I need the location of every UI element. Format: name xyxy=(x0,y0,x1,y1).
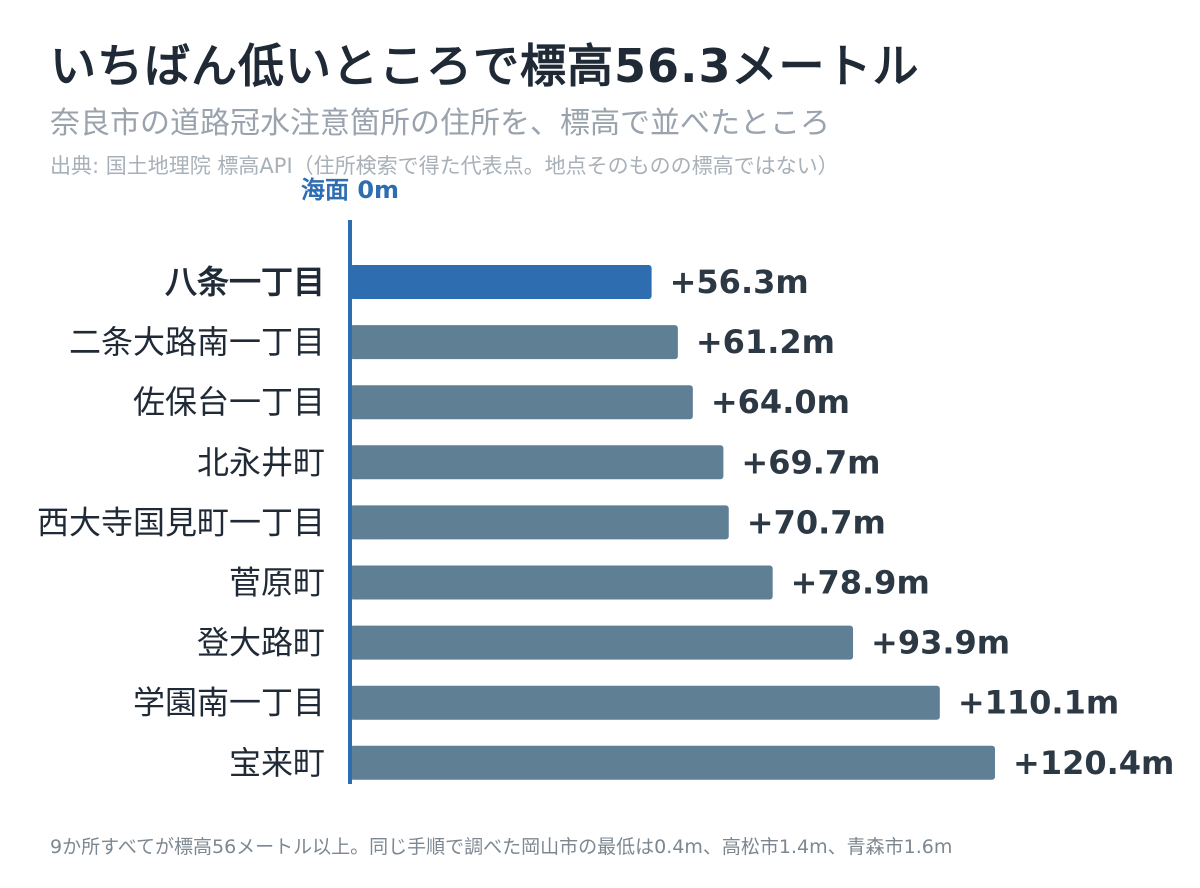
page-title: いちばん低いところで標高56.3メートル xyxy=(50,39,920,93)
bar-9 xyxy=(350,745,995,780)
bar-6 xyxy=(350,565,773,600)
category-label-9: 宝来町 xyxy=(229,744,325,782)
footnote: 9か所すべてが標高56メートル以上。同じ手順で調べた岡山市の最低は0.4m、高松… xyxy=(50,836,953,858)
value-label-9: +120.4m xyxy=(1013,744,1174,782)
category-label-2: 二条大路南一丁目 xyxy=(69,323,325,361)
value-label-2: +61.2m xyxy=(696,323,835,361)
value-label-6: +78.9m xyxy=(791,564,930,602)
category-label-8: 学園南一丁目 xyxy=(133,684,325,722)
value-label-3: +64.0m xyxy=(711,383,850,421)
value-label-8: +110.1m xyxy=(958,684,1119,722)
category-label-3: 佐保台一丁目 xyxy=(133,383,325,421)
bar-5 xyxy=(350,505,729,540)
category-label-5: 西大寺国見町一丁目 xyxy=(37,503,325,541)
bar-3 xyxy=(350,385,693,420)
page-subtitle: 奈良市の道路冠水注意箇所の住所を、標高で並べたところ xyxy=(50,106,830,141)
zero-axis-label: 海面 0m xyxy=(301,176,399,204)
category-label-4: 北永井町 xyxy=(197,443,325,481)
category-label-6: 菅原町 xyxy=(229,564,325,602)
value-label-4: +69.7m xyxy=(741,443,880,481)
bar-2 xyxy=(350,325,678,360)
value-label-1: +56.3m xyxy=(670,263,809,301)
bar-8 xyxy=(350,685,940,720)
bar-1 xyxy=(350,265,652,299)
value-label-5: +70.7m xyxy=(747,503,886,541)
category-label-1: 八条一丁目 xyxy=(165,263,325,301)
bar-4 xyxy=(350,445,724,480)
bar-7 xyxy=(350,625,854,660)
value-label-7: +93.9m xyxy=(871,624,1010,662)
category-label-7: 登大路町 xyxy=(197,624,325,662)
source-note: 出典: 国土地理院 標高API（住所検索で得た代表点。地点そのものの標高ではない… xyxy=(50,154,839,178)
